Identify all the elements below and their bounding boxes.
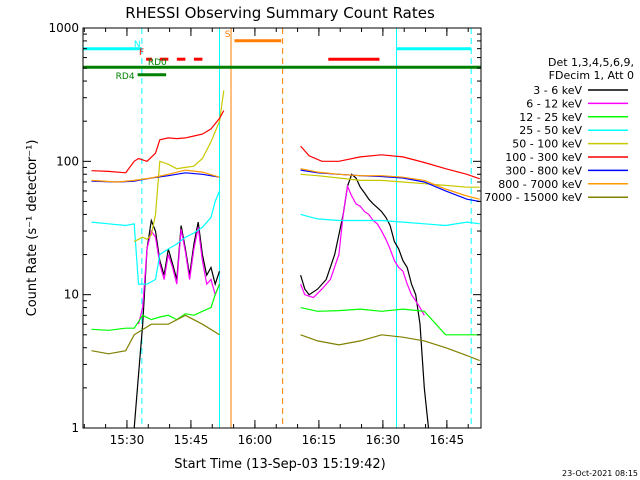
- legend-header-line-1: Det 1,3,4,5,6,9,: [548, 56, 634, 69]
- series-1-segment-1: [300, 184, 425, 316]
- legend-header-line-2: FDecim 1, Att 0: [549, 69, 634, 82]
- flag-label-s: S: [225, 30, 231, 40]
- plot-frame: [82, 27, 482, 429]
- series-0-segment-1: [300, 173, 430, 429]
- legend-label-8: 7000 - 15000 keV: [484, 191, 582, 204]
- series-8-segment-1: [300, 334, 480, 362]
- legend-label-6: 300 - 800 keV: [505, 164, 582, 177]
- chart-title: RHESSI Observing Summary Count Rates: [125, 4, 435, 22]
- series-2-segment-1: [300, 307, 480, 336]
- x-tick-label-5: 16:45: [430, 433, 465, 447]
- legend-label-3: 25 - 50 keV: [519, 124, 582, 137]
- y-tick-label-3: 1000: [48, 21, 79, 35]
- series-8-segment-0: [91, 314, 220, 355]
- legend-label-1: 6 - 12 keV: [526, 97, 582, 110]
- x-tick-label-0: 15:30: [110, 433, 145, 447]
- y-tick-label-1: 10: [64, 288, 79, 302]
- legend-label-4: 50 - 100 keV: [512, 138, 582, 151]
- x-tick-label-3: 16:15: [302, 433, 337, 447]
- x-tick-label-2: 16:00: [238, 433, 273, 447]
- series-2-segment-0: [91, 283, 221, 331]
- plot-area: N S F RD0 RD4 15:30 15:45 16:00 16:15 16:30 16:45 1…: [48, 21, 482, 447]
- series-3-segment-0: [91, 190, 221, 285]
- flag-label-rd4: RD4: [116, 72, 135, 82]
- series-5-segment-0: [91, 110, 225, 174]
- series-7-segment-0: [91, 169, 220, 183]
- flag-label-f: F: [139, 48, 144, 58]
- series-4-segment-1: [300, 173, 480, 188]
- y-tick-label-2: 100: [56, 154, 79, 168]
- legend-label-5: 100 - 300 keV: [505, 151, 582, 164]
- x-axis-label: Start Time (13-Sep-03 15:19:42): [174, 457, 385, 472]
- y-tick-label-0: 1: [71, 421, 79, 435]
- footer-timestamp: 23-Oct-2021 08:15: [562, 469, 638, 478]
- series-5-segment-1: [300, 145, 480, 180]
- series-7-segment-1: [300, 168, 480, 200]
- legend-label-2: 12 - 25 keV: [519, 111, 582, 124]
- legend-label-7: 800 - 7000 keV: [498, 178, 582, 191]
- series-4-segment-0: [133, 90, 225, 243]
- x-tick-label-1: 15:45: [174, 433, 209, 447]
- legend-label-0: 3 - 6 keV: [533, 84, 582, 97]
- y-axis-label: Count Rate (s⁻¹ detector⁻¹): [25, 140, 40, 317]
- x-tick-label-4: 16:30: [366, 433, 401, 447]
- flag-label-n: N: [134, 40, 141, 50]
- series-3-segment-1: [300, 213, 480, 227]
- flag-label-rd0: RD0: [148, 58, 167, 68]
